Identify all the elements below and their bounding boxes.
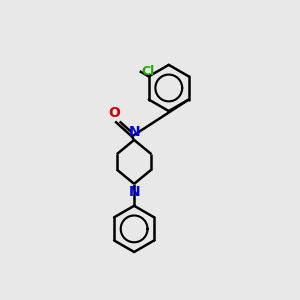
Text: O: O (108, 106, 120, 120)
Text: N: N (128, 185, 140, 199)
Text: N: N (128, 125, 140, 139)
Text: Cl: Cl (142, 65, 155, 78)
